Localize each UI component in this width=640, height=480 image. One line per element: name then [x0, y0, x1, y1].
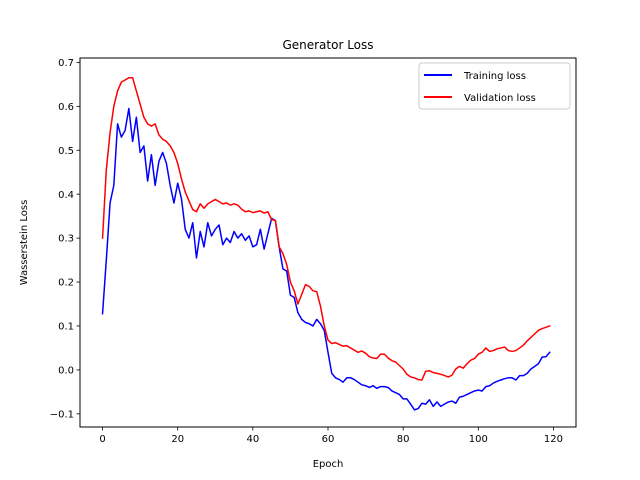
x-tick-label: 100: [469, 434, 488, 445]
y-tick-label: 0.2: [58, 278, 74, 289]
y-tick-label: 0.7: [58, 58, 74, 69]
chart-title: Generator Loss: [282, 38, 373, 52]
x-tick-label: 120: [544, 434, 563, 445]
x-axis: 0 20 40 60 80 100 120: [99, 427, 563, 445]
y-axis-label: Wasserstein Loss: [19, 200, 30, 286]
series-line-0: [101, 107, 551, 411]
legend-box: [418, 62, 571, 110]
x-tick-label: 20: [171, 434, 184, 445]
x-tick-label: 40: [246, 434, 259, 445]
legend: Training loss Validation loss: [418, 62, 571, 110]
y-tick-label: 0.6: [58, 102, 74, 113]
y-tick-label: 0.5: [58, 146, 74, 157]
x-tick-label: 80: [397, 434, 410, 445]
x-tick-label: 0: [99, 434, 105, 445]
series-layer: [101, 77, 551, 411]
y-tick-label: 0.3: [58, 234, 74, 245]
y-tick-label: 0.0: [58, 365, 74, 376]
x-tick-label: 60: [322, 434, 335, 445]
y-tick-label: −0.1: [50, 409, 74, 420]
legend-label-validation: Validation loss: [464, 93, 536, 104]
x-axis-label: Epoch: [313, 459, 344, 470]
legend-label-training: Training loss: [463, 71, 526, 82]
y-tick-label: 0.1: [58, 322, 74, 333]
y-tick-label: 0.4: [58, 190, 74, 201]
series-line-1: [101, 77, 551, 381]
y-axis: −0.1 0.0 0.1 0.2 0.3 0.4 0.5 0.6 0.7: [50, 58, 80, 420]
